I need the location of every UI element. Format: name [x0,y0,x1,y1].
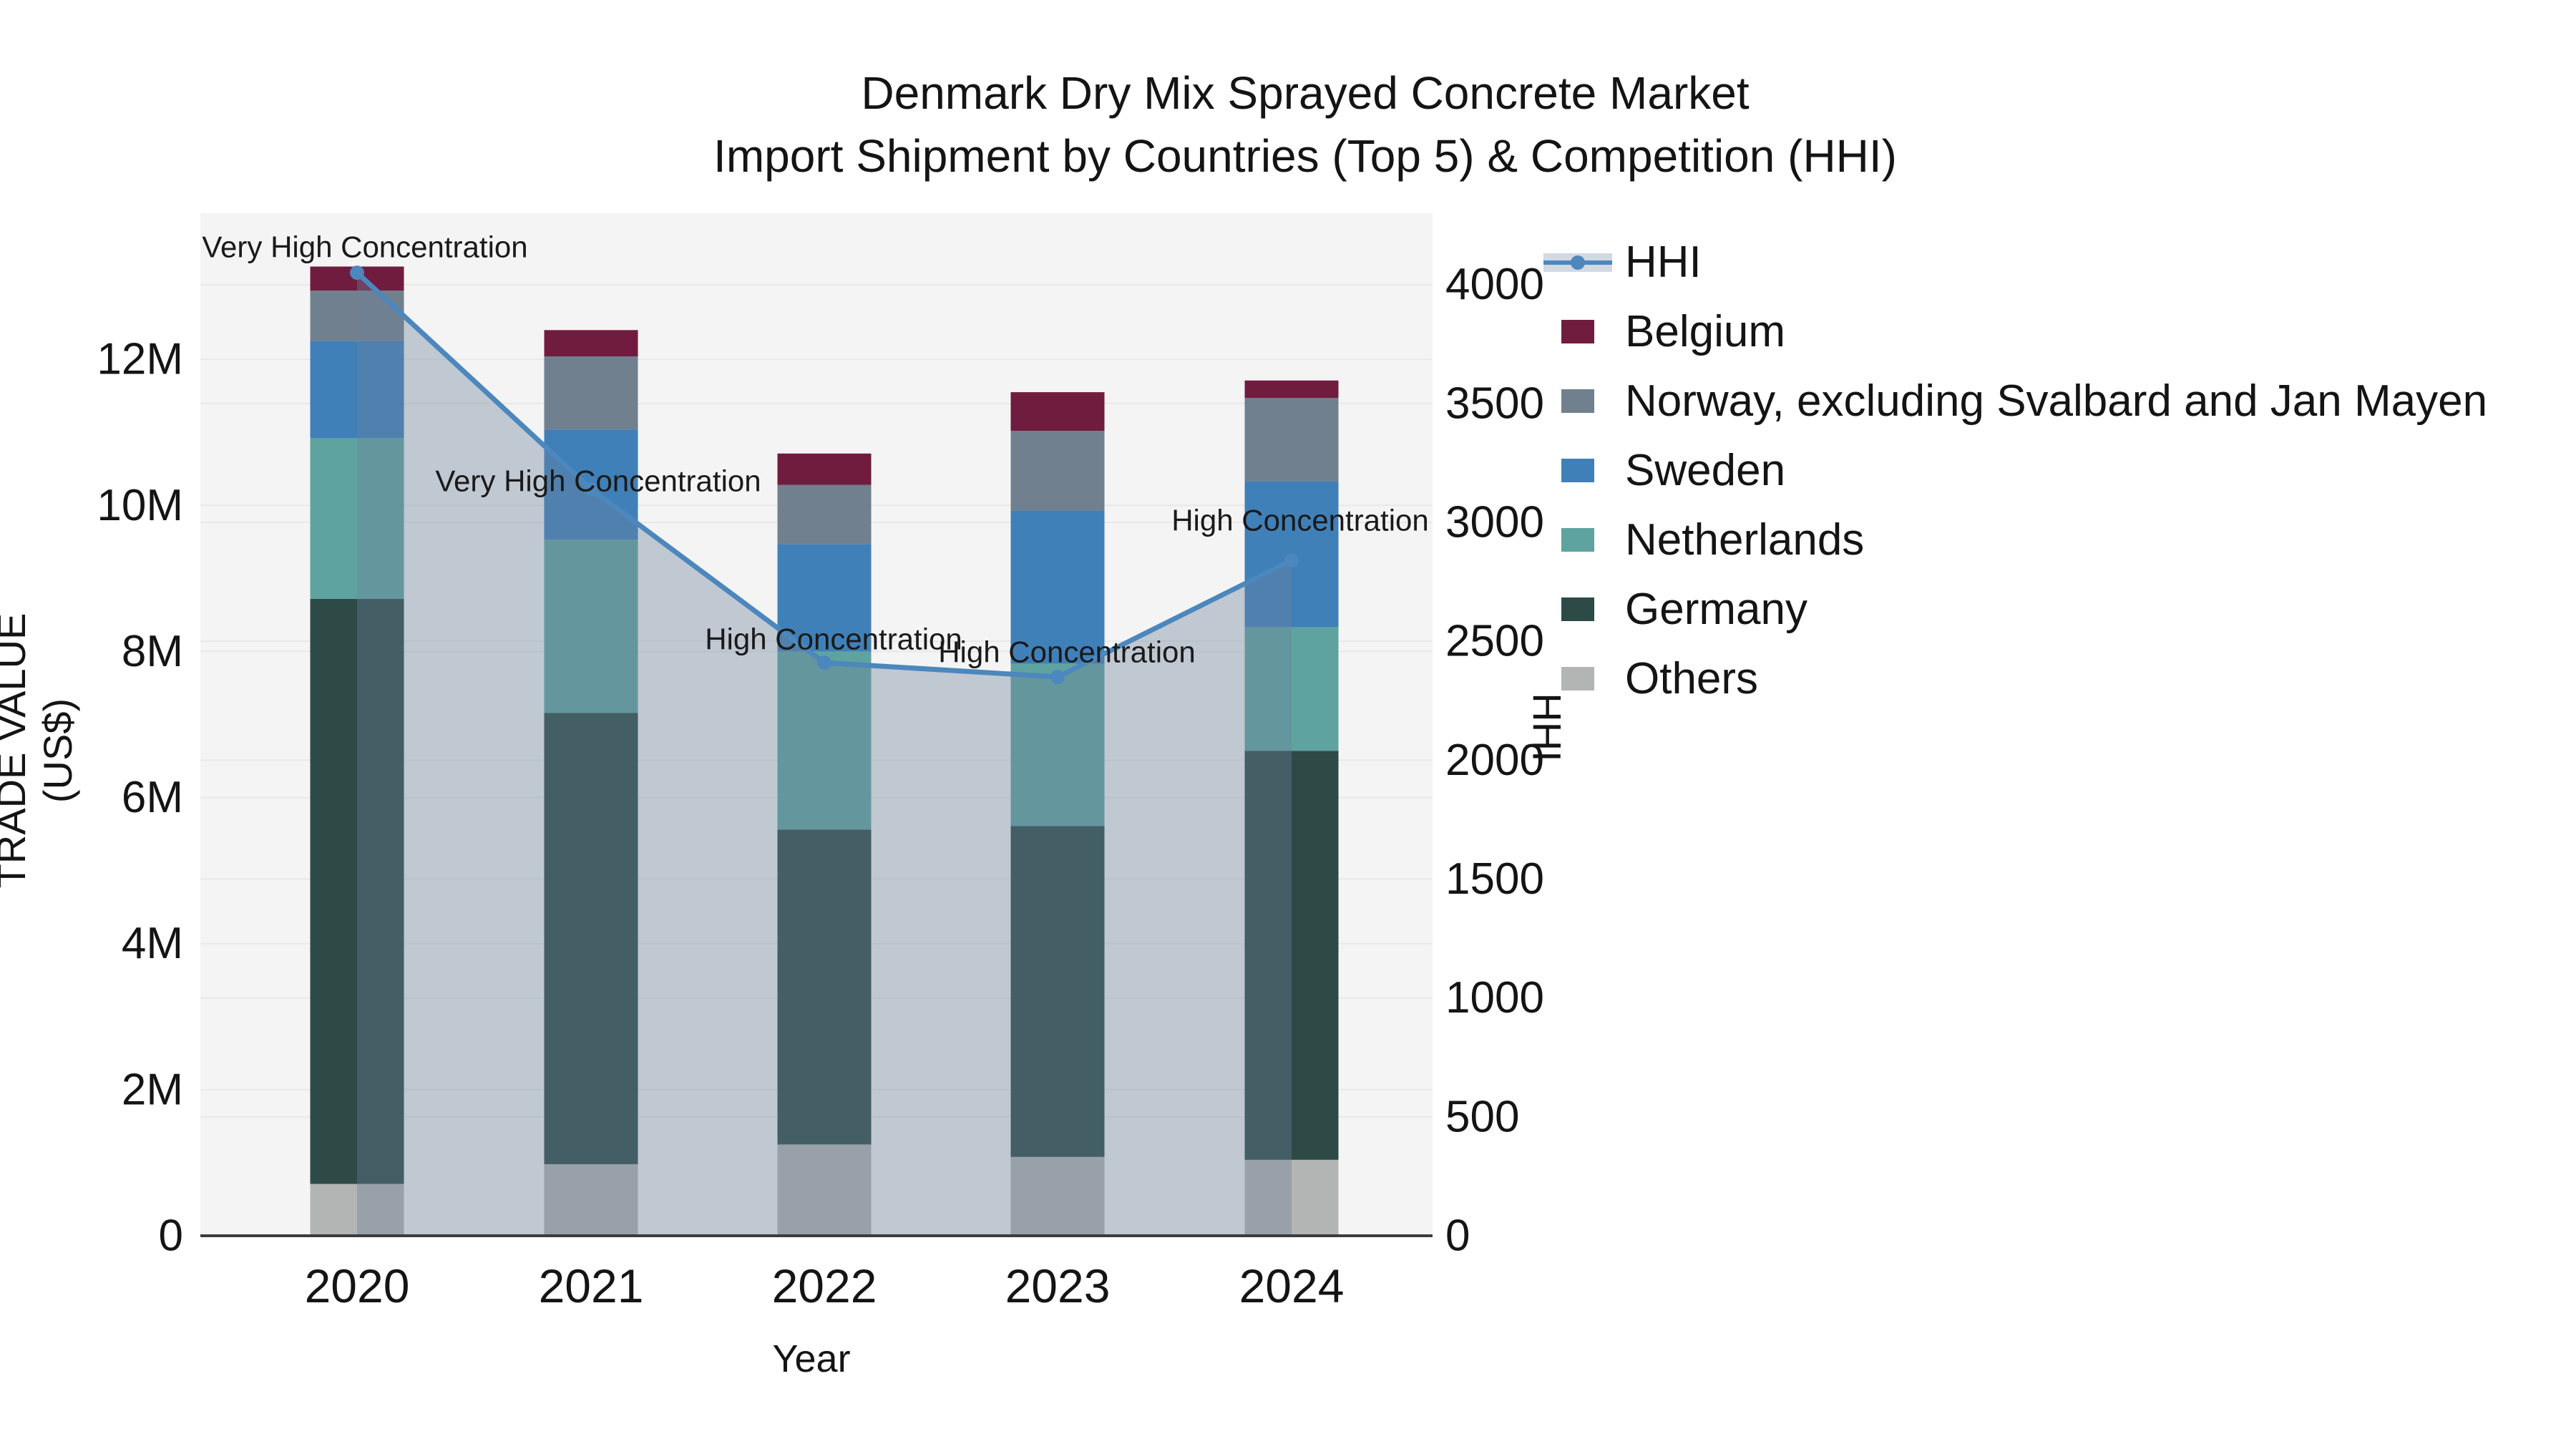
x-tick-2023: 2023 [1005,1259,1111,1312]
legend-item-sweden[interactable]: Sweden [1543,436,2487,505]
bar-segment-others-2021[interactable] [544,1163,638,1236]
legend-swatch-icon [1543,389,1612,413]
bar-segment-others-2022[interactable] [777,1144,872,1236]
legend-label: Sweden [1625,446,1786,495]
hhi-marker-2020[interactable] [350,265,364,280]
legend-swatch-icon [1543,528,1612,552]
x-tick-2020: 2020 [305,1259,410,1312]
legend-line-icon [1543,252,1612,273]
hhi-marker-2022[interactable] [817,655,831,670]
y-right-tick-1000: 1000 [1445,973,1544,1023]
annotation-2: High Concentration [705,623,962,656]
legend-label: Netherlands [1625,515,1865,565]
legend-item-netherlands[interactable]: Netherlands [1543,505,2487,575]
bar-segment-germany-2022[interactable] [777,829,872,1145]
bar-segment-belgium-2022[interactable] [777,453,872,485]
y-left-tick-8M: 8M [122,627,183,676]
bar-segment-others-2023[interactable] [1010,1156,1105,1236]
legend-swatch-icon [1543,459,1612,482]
bar-segment-netherlands-2020[interactable] [310,438,404,599]
y-right-tick-2000: 2000 [1445,736,1544,785]
annotation-3: High Concentration [938,635,1196,669]
y-left-tick-12M: 12M [97,335,183,384]
y-left-tick-10M: 10M [97,481,183,530]
y-axis-title-left: TRADE VALUE (US$) [0,613,80,889]
annotation-0: Very High Concentration [202,230,527,264]
legend-label: Norway, excluding Svalbard and Jan Mayen [1625,376,2488,426]
chart-title-line1: Denmark Dry Mix Sprayed Concrete Market [861,67,1750,119]
legend-item-hhi[interactable]: HHI [1543,228,2487,297]
bar-segment-germany-2021[interactable] [544,713,638,1164]
y-right-tick-4000: 4000 [1445,260,1544,309]
y-left-tick-2M: 2M [122,1065,183,1114]
bar-segment-belgium-2023[interactable] [1010,392,1105,431]
bar-segment-germany-2023[interactable] [1010,826,1105,1157]
bar-segment-netherlands-2021[interactable] [544,540,638,713]
x-tick-2024: 2024 [1239,1259,1345,1312]
y-right-tick-500: 500 [1445,1092,1519,1141]
bar-segment-belgium-2024[interactable] [1244,380,1339,399]
hhi-marker-2023[interactable] [1050,670,1065,685]
chart-title-line2: Import Shipment by Countries (Top 5) & C… [713,130,1897,182]
legend-item-germany[interactable]: Germany [1543,575,2487,644]
bar-segment-norway-excluding-svalbard-and-jan-mayen-2021[interactable] [544,356,638,430]
y-left-tick-6M: 6M [122,773,183,822]
bar-segment-sweden-2020[interactable] [310,341,404,439]
x-tick-2021: 2021 [539,1259,644,1312]
legend-item-others[interactable]: Others [1543,644,2487,713]
bar-segment-netherlands-2024[interactable] [1244,627,1339,751]
legend-label: HHI [1625,238,1702,287]
bar-segment-sweden-2023[interactable] [1010,510,1105,664]
y-right-tick-1500: 1500 [1445,854,1544,904]
bar-segment-norway-excluding-svalbard-and-jan-mayen-2022[interactable] [777,484,872,545]
legend-label: Belgium [1625,307,1785,356]
bar-segment-netherlands-2023[interactable] [1010,663,1105,826]
bar-segment-norway-excluding-svalbard-and-jan-mayen-2024[interactable] [1244,398,1339,482]
legend-label: Others [1625,654,1759,703]
y-left-tick-4M: 4M [122,919,183,968]
y-left-tick-0: 0 [159,1211,183,1261]
legend-swatch-icon [1543,597,1612,621]
hhi-area-fill [357,273,1292,1236]
bar-segment-netherlands-2022[interactable] [777,651,872,830]
bar-segment-norway-excluding-svalbard-and-jan-mayen-2023[interactable] [1010,431,1105,511]
bar-segment-sweden-2022[interactable] [777,544,872,652]
legend: HHI Belgium Norway, excluding Svalbard and… [1543,228,2487,713]
x-axis-title: Year [772,1337,851,1380]
legend-item-belgium[interactable]: Belgium [1543,297,2487,366]
bar-segment-others-2024[interactable] [1244,1159,1339,1236]
bar-segment-germany-2024[interactable] [1244,751,1339,1160]
bar-segment-germany-2020[interactable] [310,598,404,1184]
x-tick-2022: 2022 [772,1259,877,1312]
bar-segment-others-2020[interactable] [310,1184,404,1236]
y-right-tick-3000: 3000 [1445,498,1544,547]
legend-label: Germany [1625,585,1807,634]
legend-swatch-icon [1543,320,1612,343]
y-right-tick-0: 0 [1445,1211,1470,1261]
annotation-1: Very High Concentration [435,464,761,498]
legend-item-norway-excluding-svalbard-and-jan-mayen[interactable]: Norway, excluding Svalbard and Jan Mayen [1543,366,2487,436]
annotation-4: High Concentration [1171,504,1429,537]
y-right-tick-2500: 2500 [1445,617,1544,666]
y-right-tick-3500: 3500 [1445,379,1544,428]
hhi-marker-2021[interactable] [584,482,598,497]
bar-segment-belgium-2021[interactable] [544,330,638,357]
legend-swatch-icon [1543,667,1612,691]
hhi-marker-2024[interactable] [1284,553,1299,568]
